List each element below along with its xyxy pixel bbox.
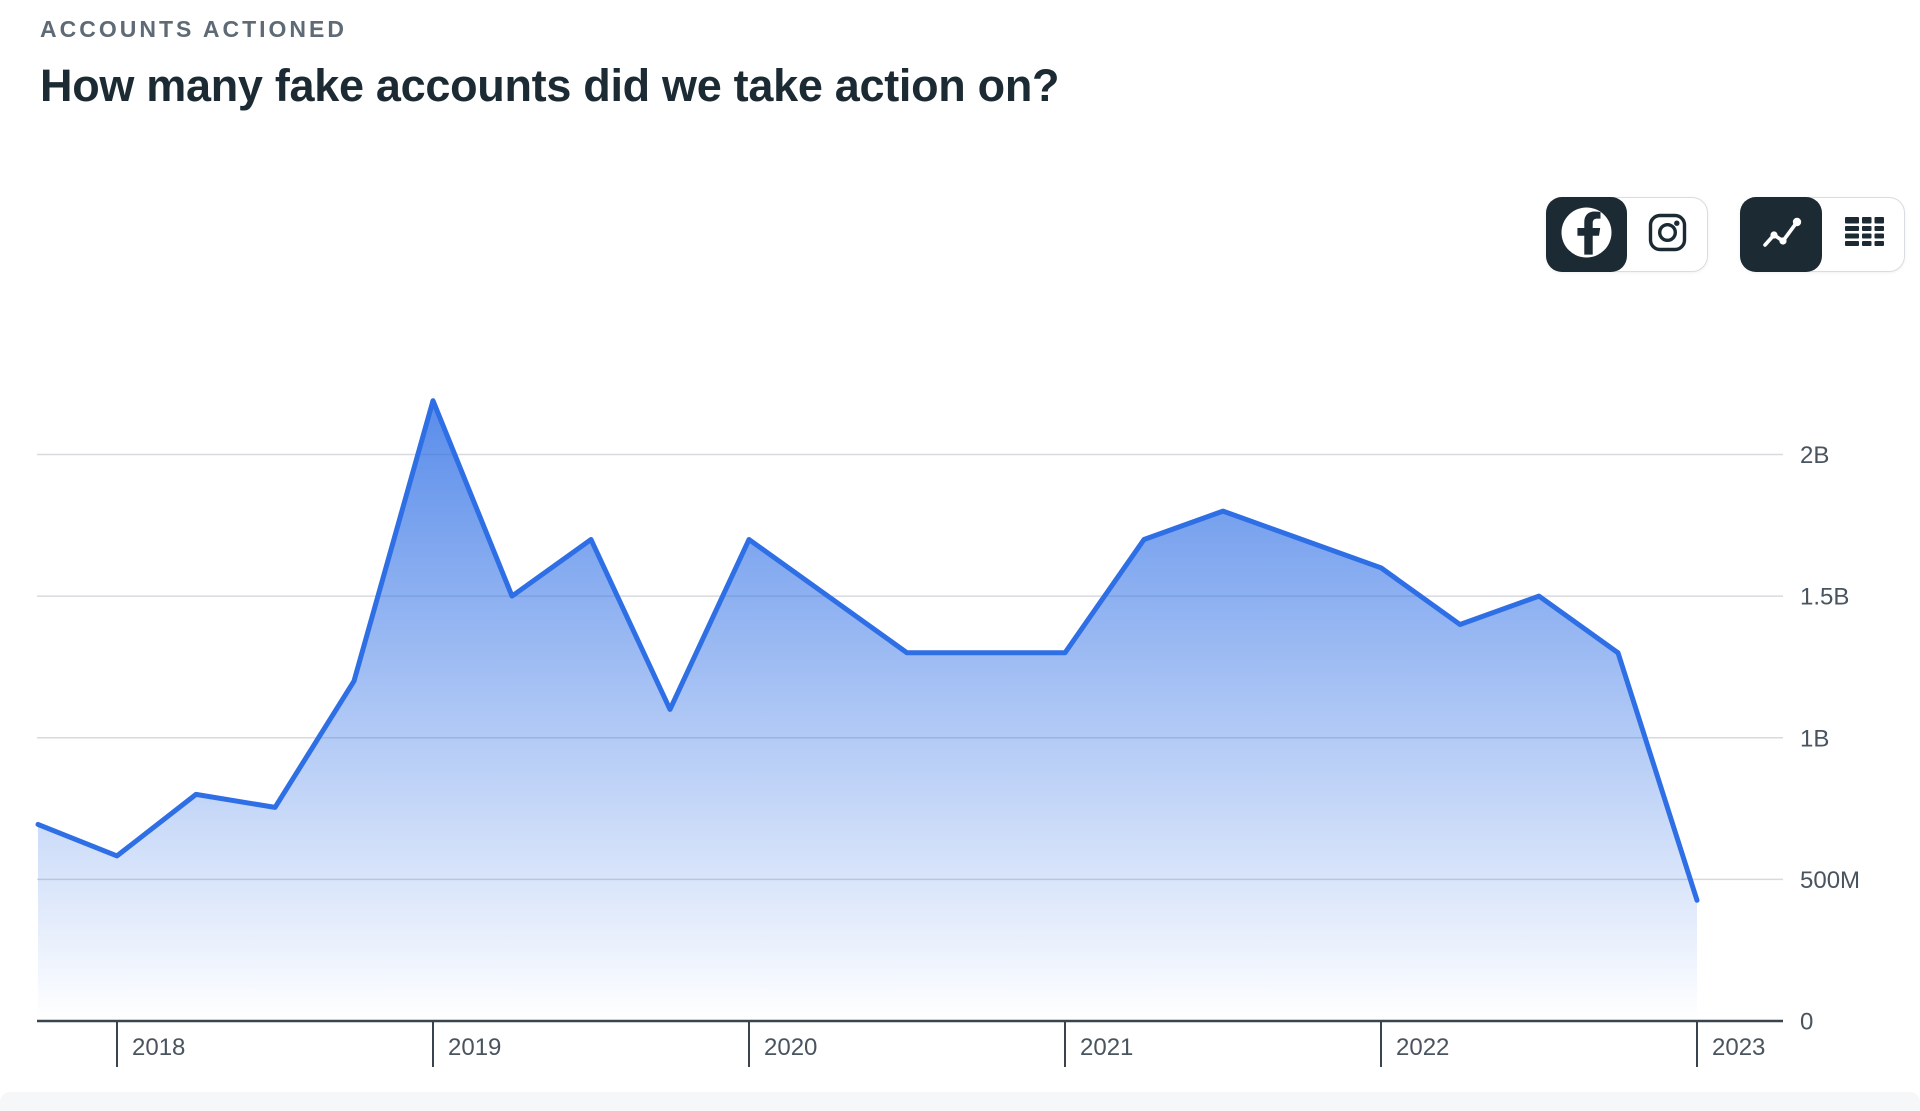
x-tick-label: 2021 (1080, 1034, 1133, 1061)
instagram-icon (1627, 195, 1708, 273)
y-tick-label: 1.5B (1800, 584, 1849, 611)
line-chart-icon (1740, 195, 1822, 273)
y-tick-label: 500M (1800, 867, 1860, 894)
x-tick-label: 2023 (1712, 1034, 1765, 1061)
y-tick-label: 2B (1800, 442, 1829, 469)
area-fill (38, 400, 1697, 1021)
facebook-toggle-button[interactable] (1545, 195, 1627, 273)
x-tick-label: 2020 (764, 1034, 817, 1061)
instagram-toggle-button[interactable] (1627, 197, 1708, 272)
y-tick-label: 1B (1800, 725, 1829, 752)
facebook-icon (1546, 195, 1627, 273)
x-tick-label: 2018 (132, 1034, 185, 1061)
platform-toggle-group (1545, 195, 1708, 273)
section-eyebrow: ACCOUNTS ACTIONED (40, 16, 347, 42)
x-tick-label: 2019 (448, 1034, 501, 1061)
chart-view-button[interactable] (1739, 195, 1822, 273)
view-toggle-group (1739, 195, 1905, 273)
table-view-button[interactable] (1822, 197, 1904, 272)
x-tick-label: 2022 (1396, 1034, 1449, 1061)
table-icon (1822, 195, 1904, 273)
trend-line (35, 398, 1700, 903)
next-section-divider (0, 1092, 1920, 1111)
y-tick-label: 0 (1800, 1009, 1813, 1036)
chart-title: How many fake accounts did we take actio… (40, 60, 1060, 111)
